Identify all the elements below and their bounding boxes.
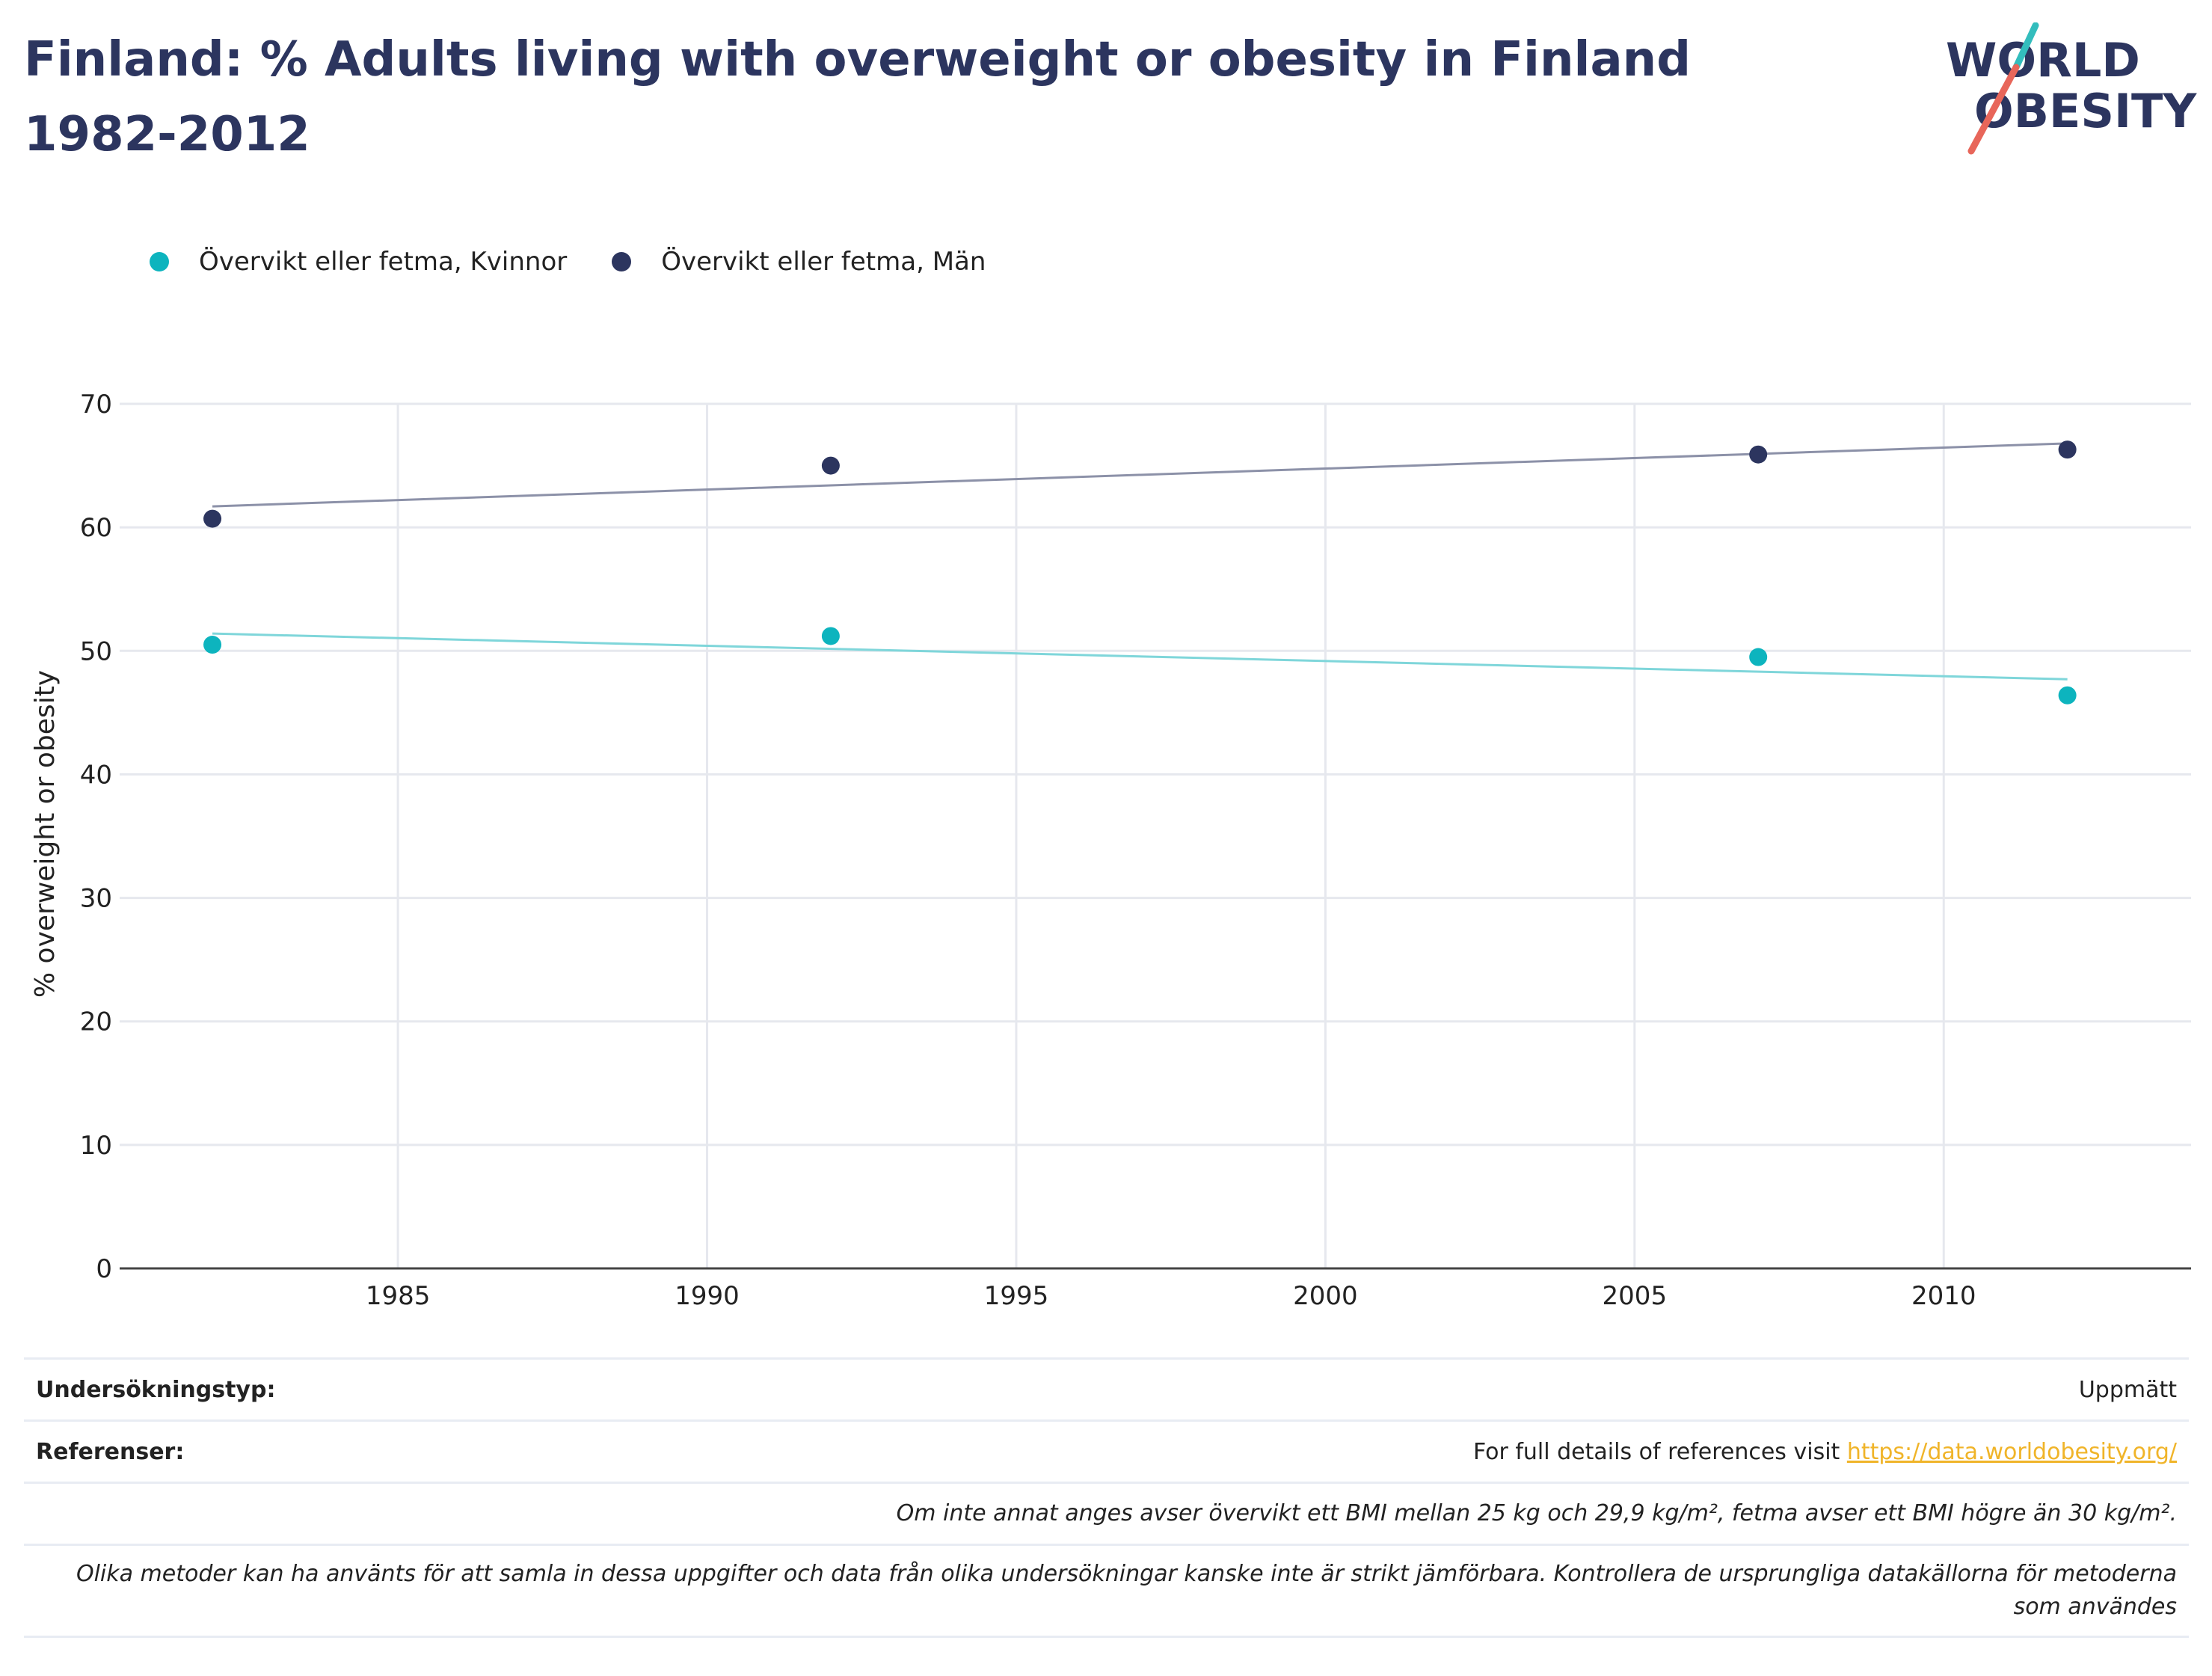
legend-label-man: Övervikt eller fetma, Män (661, 247, 986, 277)
logo-slash-teal (2012, 22, 2039, 71)
legend-item-man[interactable]: Övervikt eller fetma, Män (612, 247, 986, 277)
logo-line-2: OBESITY (1974, 84, 2197, 138)
y-tick-label: 70 (80, 390, 112, 420)
logo-slash-red (1967, 64, 2020, 155)
references-text: For full details of references visit (1472, 1438, 1847, 1465)
data-point-series-0[interactable] (1749, 648, 1768, 666)
y-tick-label: 20 (80, 1007, 112, 1037)
y-tick-label: 30 (80, 884, 112, 914)
references-row: Referenser: For full details of referenc… (24, 1419, 2189, 1482)
data-point-series-1[interactable] (203, 509, 222, 528)
chart-footer: Undersökningstyp: Uppmätt Referenser: Fo… (24, 1357, 2189, 1638)
references-label: Referenser: (36, 1438, 185, 1465)
legend-dot-man (612, 252, 632, 271)
survey-type-row: Undersökningstyp: Uppmätt (24, 1357, 2189, 1419)
chart-legend: Övervikt eller fetma, Kvinnor Övervikt e… (150, 243, 1030, 280)
logo-line-1: WORLD (1946, 33, 2140, 88)
data-point-series-1[interactable] (821, 456, 840, 475)
y-tick-label: 40 (80, 760, 112, 790)
axis-layer: 0 10 20 30 40 50 60 70 1985 1990 1995 2000 2005 2010 (80, 390, 2191, 1311)
x-tick-label: 1995 (984, 1281, 1049, 1311)
x-tick-label: 2010 (1911, 1281, 1976, 1311)
page-title: Finland: % Adults living with overweight… (24, 32, 1691, 162)
y-tick-label: 50 (80, 636, 112, 666)
legend-item-kvinnor[interactable]: Övervikt eller fetma, Kvinnor (150, 247, 567, 277)
y-tick-label: 0 (96, 1254, 112, 1284)
y-tick-label: 60 (80, 513, 112, 543)
data-point-series-1[interactable] (2058, 441, 2077, 459)
data-point-series-0[interactable] (821, 627, 840, 645)
trendline-series-0 (212, 632, 2068, 681)
trendline-series-1 (212, 442, 2068, 508)
legend-label-kvinnor: Övervikt eller fetma, Kvinnor (199, 247, 568, 277)
bmi-note-row: Om inte annat anges avser övervikt ett B… (24, 1482, 2189, 1544)
grid-layer (120, 402, 2191, 1268)
world-obesity-logo: WORLD OBESITY (1946, 22, 2197, 155)
references-value: For full details of references visit htt… (1473, 1439, 2177, 1465)
y-axis-title: % overweight or obesity (30, 670, 61, 998)
legend-dot-kvinnor (150, 252, 169, 271)
survey-type-value: Uppmätt (2078, 1376, 2177, 1403)
x-tick-label: 2005 (1603, 1281, 1668, 1311)
data-point-series-1[interactable] (1749, 445, 1768, 464)
data-point-series-0[interactable] (2058, 686, 2077, 705)
survey-type-label: Undersökningstyp: (36, 1376, 276, 1403)
x-tick-label: 2000 (1293, 1281, 1358, 1311)
data-point-series-0[interactable] (203, 636, 222, 654)
references-link[interactable]: https://data.worldobesity.org/ (1846, 1438, 2177, 1465)
trendline-layer (212, 442, 2068, 681)
x-tick-label: 1990 (675, 1281, 740, 1311)
y-tick-label: 10 (80, 1131, 112, 1161)
methods-note-row: Olika metoder kan ha använts för att sam… (24, 1544, 2189, 1638)
x-tick-label: 1985 (366, 1281, 431, 1311)
bmi-note: Om inte annat anges avser övervikt ett B… (896, 1500, 2177, 1526)
methods-note: Olika metoder kan ha använts för att sam… (76, 1561, 2177, 1620)
point-layer (203, 441, 2077, 705)
